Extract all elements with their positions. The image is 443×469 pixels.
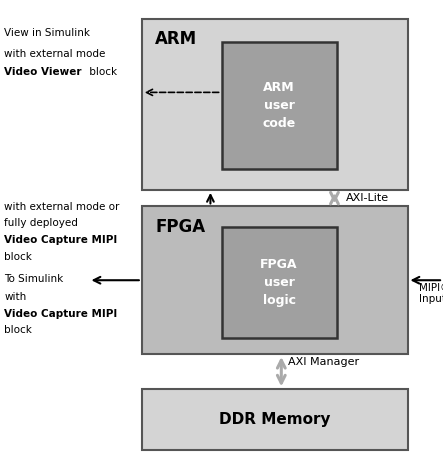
Text: AXI Manager: AXI Manager	[288, 357, 359, 367]
Text: Video Capture MIPI: Video Capture MIPI	[4, 235, 118, 245]
Text: with external mode: with external mode	[4, 49, 106, 59]
FancyBboxPatch shape	[222, 42, 337, 169]
Text: ARM
user
code: ARM user code	[262, 81, 296, 130]
Text: View in Simulink: View in Simulink	[4, 28, 90, 38]
FancyBboxPatch shape	[222, 227, 337, 338]
FancyBboxPatch shape	[142, 19, 408, 190]
Text: Video Viewer: Video Viewer	[4, 67, 82, 76]
Text: DDR Memory: DDR Memory	[219, 412, 330, 427]
Text: MIPI®
Input: MIPI® Input	[419, 282, 443, 304]
Text: fully deployed: fully deployed	[4, 218, 78, 228]
Text: Video Capture MIPI: Video Capture MIPI	[4, 309, 118, 318]
FancyBboxPatch shape	[142, 389, 408, 450]
Text: FPGA
user
logic: FPGA user logic	[260, 258, 298, 307]
Text: block: block	[86, 67, 117, 76]
Text: To Simulink: To Simulink	[4, 274, 64, 284]
Text: FPGA: FPGA	[155, 218, 205, 236]
Text: with: with	[4, 292, 27, 302]
Text: with external mode or: with external mode or	[4, 202, 120, 212]
Text: AXI-Lite: AXI-Lite	[346, 193, 389, 203]
Text: ARM: ARM	[155, 30, 197, 48]
FancyBboxPatch shape	[142, 206, 408, 354]
Text: block: block	[4, 325, 32, 335]
Text: block: block	[4, 252, 32, 262]
